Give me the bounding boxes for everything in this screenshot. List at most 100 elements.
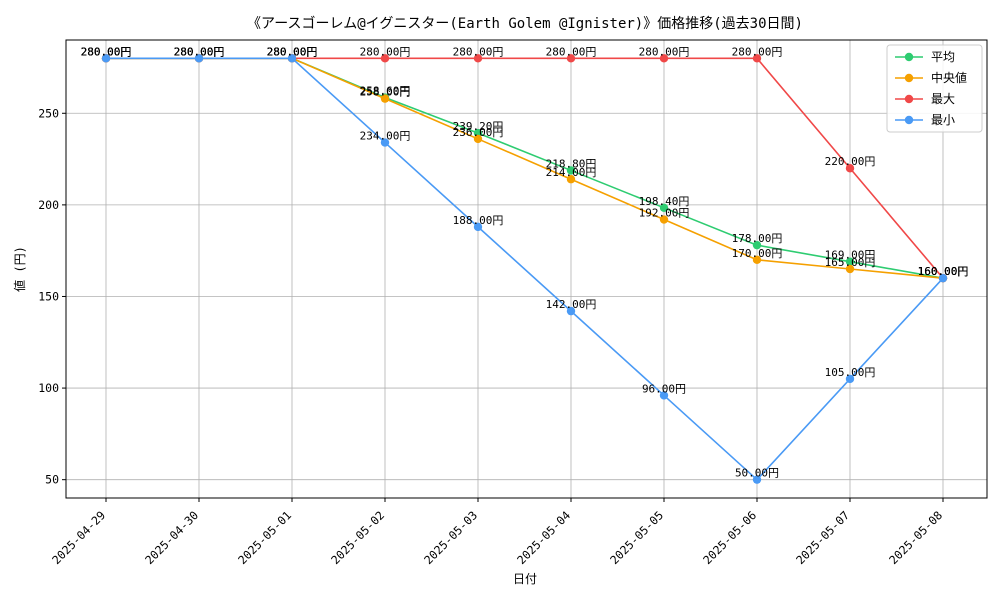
x-tick-label: 2025-05-03 [421,508,480,567]
legend-label: 中央値 [931,70,967,85]
legend-marker [904,94,914,104]
grid [66,40,987,498]
data-labels: 280.00円 280.00円 280.00円 258.60円 239.20円 218.8… [81,45,969,479]
data-point [101,54,111,63]
data-point [473,134,483,144]
legend-label: 平均 [931,50,955,64]
series-line [106,57,944,481]
y-tick-label: 250 [38,106,59,120]
series-line [106,57,944,279]
data-point [752,475,762,484]
x-axis-ticks: 2025-04-29 2025-04-30 2025-05-01 2025-05-02… [49,498,945,567]
data-label: 214.00円 [546,166,597,179]
data-label: 169.00円 [825,249,876,262]
data-point [845,264,855,274]
x-tick-label: 2025-05-04 [514,508,573,567]
data-label: 280.00円 [81,45,132,58]
data-label: 280.00円 [546,45,597,58]
data-label: 280.00円 [639,45,690,58]
data-point [566,306,576,316]
data-label: 280.00円 [174,45,225,58]
data-label: 280.00円 [81,45,132,58]
x-tick-label: 2025-05-02 [328,508,387,567]
data-label: 258.60円 [360,85,411,98]
x-tick-label: 2025-05-01 [235,508,294,567]
data-label: 258.00円 [360,86,411,99]
data-label: 280.00円 [267,45,318,58]
data-point [380,54,390,63]
data-point [845,164,855,173]
data-point [752,240,762,250]
data-label: 280.00円 [267,45,318,58]
data-label: 160.00円 [918,265,969,278]
data-label: 160.00円 [918,265,969,278]
y-axis-ticks: 50 100 150 200 250 [38,106,66,487]
data-label: 280.00円 [174,45,225,58]
data-point [566,54,576,63]
data-label: 220.00円 [825,155,876,168]
data-point [380,138,390,147]
data-point [380,94,390,103]
x-tick-label: 2025-04-29 [49,508,108,567]
legend-label: 最大 [931,92,955,106]
data-label: 236.00円 [453,126,504,139]
data-point [287,54,297,63]
data-label: 280.00円 [453,45,504,58]
data-point [752,54,762,63]
data-point [845,257,855,266]
y-tick-label: 200 [38,198,59,212]
data-label: 280.00円 [360,45,411,58]
data-label: 178.00円 [732,232,783,245]
data-label: 280.00円 [267,45,318,58]
data-label: 160.00円 [918,265,969,278]
x-tick-label: 2025-05-08 [886,508,945,567]
data-label: 198.40円 [639,195,690,208]
legend-label: 最小 [931,113,955,127]
x-tick-label: 2025-05-07 [793,508,852,567]
y-tick-label: 50 [45,473,59,487]
data-label: 192.00円 [639,207,690,220]
data-point [473,54,483,63]
data-label: 142.00円 [546,298,597,311]
data-point [194,54,204,63]
y-axis-label: 値 (円) [12,246,27,292]
legend-marker [904,73,914,83]
data-label: 105.00円 [825,366,876,379]
data-label: 280.00円 [267,45,318,58]
x-tick-label: 2025-05-05 [607,508,666,567]
data-label: 50.00円 [735,467,779,480]
data-label: 280.00円 [174,45,225,58]
data-label: 96.00円 [642,382,686,395]
x-tick-label: 2025-04-30 [142,508,201,567]
data-point [659,203,669,213]
data-point [473,222,483,232]
data-label: 280.00円 [732,45,783,58]
data-label: 280.00円 [81,45,132,58]
y-tick-label: 100 [38,381,59,395]
x-axis-label: 日付 [513,572,537,586]
data-point [938,273,948,283]
plot-frame [65,39,988,499]
legend-box [886,44,983,133]
data-label: 234.00円 [360,130,411,143]
legend-marker [904,115,914,125]
series-line [106,57,944,279]
series-line [106,57,944,279]
data-point [659,215,669,224]
data-point [659,391,669,400]
data-point [473,128,483,138]
data-label: 239.20円 [453,120,504,133]
data-label: 170.00円 [732,247,783,260]
series-lines [101,54,948,484]
data-label: 218.80円 [546,157,597,170]
data-label: 280.00円 [81,45,132,58]
data-label: 188.00円 [453,214,504,227]
chart-title: 《アースゴーレム@イグニスター(Earth Golem @Ignister)》価… [247,15,803,32]
data-point [845,374,855,384]
data-label: 160.00円 [918,265,969,278]
data-point [752,255,762,265]
data-point [566,175,576,184]
